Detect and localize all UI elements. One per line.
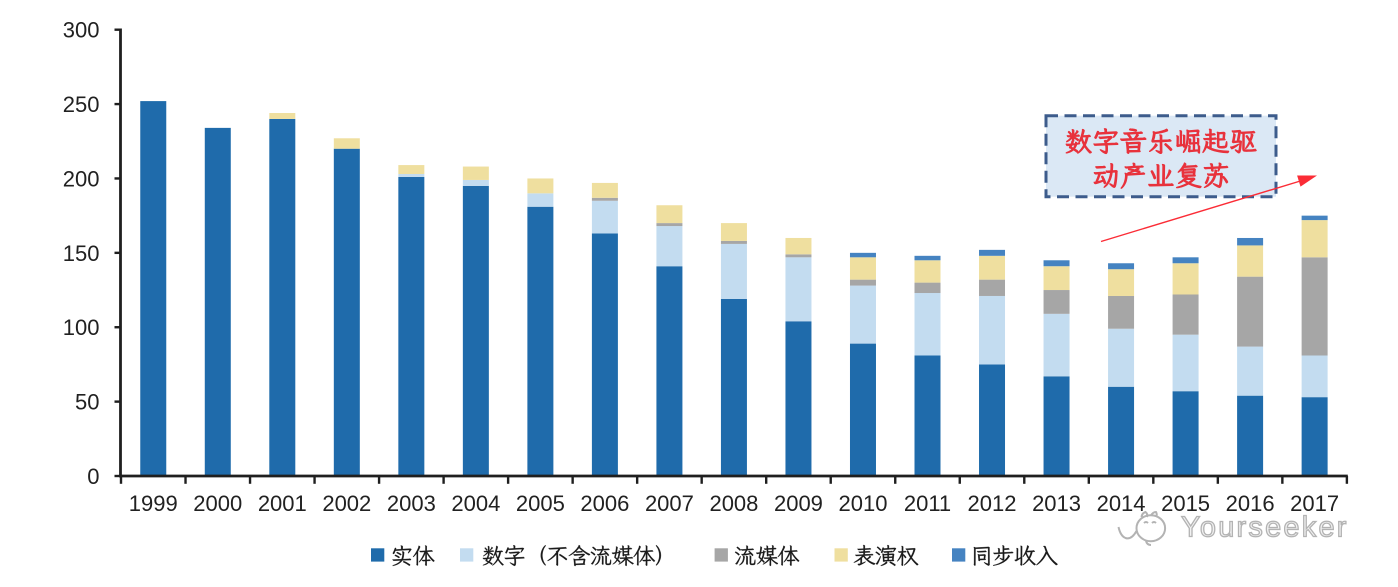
svg-text:2016: 2016 — [1226, 491, 1275, 516]
svg-text:2010: 2010 — [839, 491, 888, 516]
svg-text:2012: 2012 — [968, 491, 1017, 516]
svg-text:50: 50 — [75, 390, 99, 415]
svg-text:2011: 2011 — [904, 491, 951, 516]
svg-text:2013: 2013 — [1032, 491, 1081, 516]
svg-text:Yourseeker: Yourseeker — [1181, 512, 1349, 544]
svg-text:2000: 2000 — [193, 491, 242, 516]
svg-text:2008: 2008 — [709, 491, 758, 516]
svg-text:2004: 2004 — [451, 491, 500, 516]
svg-text:200: 200 — [63, 166, 100, 191]
svg-text:2009: 2009 — [774, 491, 823, 516]
svg-text:2014: 2014 — [1097, 491, 1146, 516]
svg-text:2001: 2001 — [258, 491, 307, 516]
svg-text:300: 300 — [63, 18, 100, 43]
svg-text:1999: 1999 — [129, 491, 178, 516]
svg-text:250: 250 — [63, 92, 100, 117]
svg-text:2002: 2002 — [322, 491, 371, 516]
svg-text:2006: 2006 — [580, 491, 629, 516]
svg-text:2017: 2017 — [1290, 491, 1339, 516]
svg-text:0: 0 — [87, 464, 99, 489]
svg-text:100: 100 — [63, 315, 100, 340]
svg-text:2015: 2015 — [1161, 491, 1210, 516]
svg-text:150: 150 — [63, 241, 100, 266]
svg-text:2003: 2003 — [387, 491, 436, 516]
svg-text:2005: 2005 — [516, 491, 565, 516]
svg-text:2007: 2007 — [645, 491, 694, 516]
